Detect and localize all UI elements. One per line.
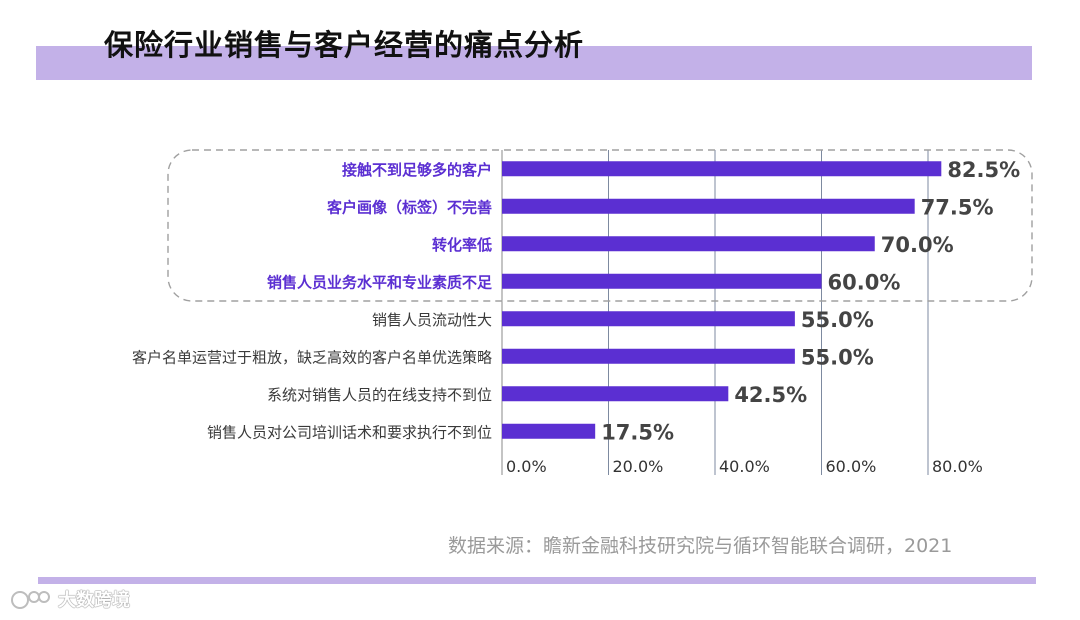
category-label: 系统对销售人员的在线支持不到位: [267, 386, 492, 404]
title-band: [36, 46, 1032, 80]
bar: [502, 423, 596, 439]
watermark-logo-icon: [11, 591, 50, 609]
bottom-band: [38, 577, 1036, 584]
value-label: 55.0%: [801, 345, 874, 369]
bar: [502, 311, 795, 327]
value-label: 42.5%: [734, 383, 807, 407]
x-tick-label: 80.0%: [932, 457, 983, 476]
category-label: 销售人员业务水平和专业素质不足: [267, 273, 493, 291]
category-label: 销售人员流动性大: [372, 311, 492, 329]
bar: [502, 273, 822, 289]
value-label: 60.0%: [828, 270, 901, 294]
x-tick-label: 60.0%: [826, 457, 877, 476]
bar: [502, 348, 795, 364]
bar: [502, 236, 875, 252]
highlight-box: [167, 149, 1033, 302]
value-label: 77.5%: [921, 195, 994, 219]
page-title: 保险行业销售与客户经营的痛点分析: [104, 28, 585, 62]
category-label: 转化率低: [432, 236, 492, 254]
value-label: 55.0%: [801, 308, 874, 332]
x-tick-label: 40.0%: [719, 457, 770, 476]
watermark: 大数跨境: [10, 586, 130, 612]
source-note: 数据来源：瞻新金融科技研究院与循环智能联合调研，2021: [448, 535, 953, 557]
bar: [502, 386, 729, 402]
x-tick-label: 20.0%: [613, 457, 664, 476]
value-label: 70.0%: [881, 233, 954, 257]
bar: [502, 161, 942, 177]
value-label: 82.5%: [947, 158, 1020, 182]
value-label: 17.5%: [601, 420, 674, 444]
bar: [502, 198, 915, 214]
watermark-text: 大数跨境: [58, 590, 130, 611]
bar-chart: 0.0% 20.0% 40.0% 60.0% 80.0% 接触不到足够多的客户 82.5% 客…: [132, 149, 1033, 476]
category-label: 客户名单运营过于粗放，缺乏高效的客户名单优选策略: [132, 348, 492, 366]
category-label: 接触不到足够多的客户: [342, 161, 492, 179]
labels-layer: 0.0% 20.0% 40.0% 60.0% 80.0% 接触不到足够多的客户 82.5% 客…: [132, 158, 1020, 476]
category-label: 销售人员对公司培训话术和要求执行不到位: [207, 423, 492, 441]
bars-layer: [502, 161, 942, 439]
category-label: 客户画像（标签）不完善: [326, 198, 492, 216]
x-tick-label: 0.0%: [506, 457, 547, 476]
